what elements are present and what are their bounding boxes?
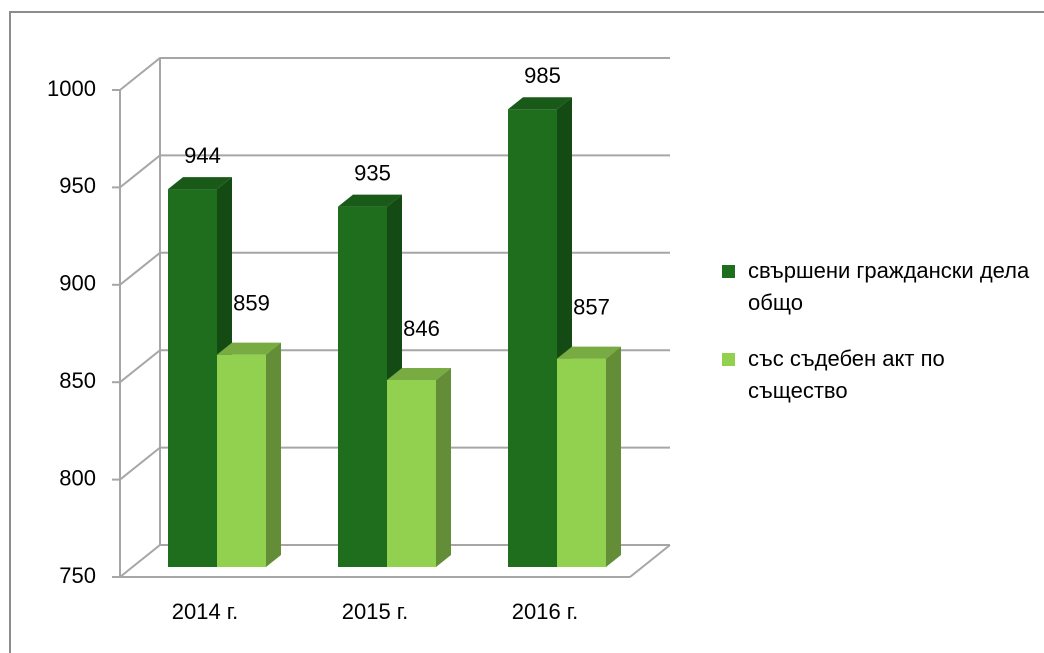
y-tick-label: 900 <box>59 271 96 296</box>
legend-label: със съдебен акт по същество <box>748 346 945 403</box>
bar-top <box>508 97 572 110</box>
bar <box>387 379 436 567</box>
data-label: 944 <box>184 143 221 168</box>
grid-line <box>119 544 670 578</box>
bar <box>168 189 217 567</box>
bar <box>338 206 387 567</box>
bar-top <box>168 177 232 190</box>
bar-top <box>338 194 402 207</box>
legend: свършени граждански дела общо със съдебен… <box>722 255 1042 431</box>
bar <box>508 109 557 567</box>
x-tick-label: 2016 г. <box>512 599 579 624</box>
grid-line <box>119 251 670 286</box>
grid-line <box>119 154 670 189</box>
x-tick-label: 2014 г. <box>172 599 239 624</box>
legend-item: със съдебен акт по същество <box>722 343 1042 407</box>
y-tick-label: 800 <box>59 465 96 490</box>
y-tick-label: 1000 <box>47 76 96 101</box>
y-tick-label: 850 <box>59 368 96 393</box>
legend-label: свършени граждански дела общо <box>748 258 1030 315</box>
x-tick-label: 2015 г. <box>342 599 409 624</box>
data-label: 935 <box>354 160 391 185</box>
chart-border <box>9 11 1044 653</box>
data-label: 859 <box>233 290 270 315</box>
bar-top <box>557 346 621 359</box>
y-tick-label: 750 <box>59 563 96 588</box>
bar-side <box>606 346 621 567</box>
data-label: 846 <box>403 316 440 341</box>
bar <box>217 354 266 567</box>
grid-line <box>119 57 670 91</box>
grid-line <box>119 446 670 481</box>
data-label: 857 <box>573 294 610 319</box>
bar <box>557 358 606 567</box>
y-tick-label: 950 <box>59 173 96 198</box>
axis-line <box>629 544 671 578</box>
data-label: 985 <box>524 63 561 88</box>
bar-side <box>436 367 451 567</box>
legend-swatch <box>722 265 735 278</box>
legend-swatch <box>722 353 735 366</box>
bar-side <box>266 342 281 567</box>
bar-top <box>217 342 281 355</box>
grid-line <box>119 349 670 383</box>
bar-top <box>387 367 451 380</box>
legend-item: свършени граждански дела общо <box>722 255 1042 319</box>
